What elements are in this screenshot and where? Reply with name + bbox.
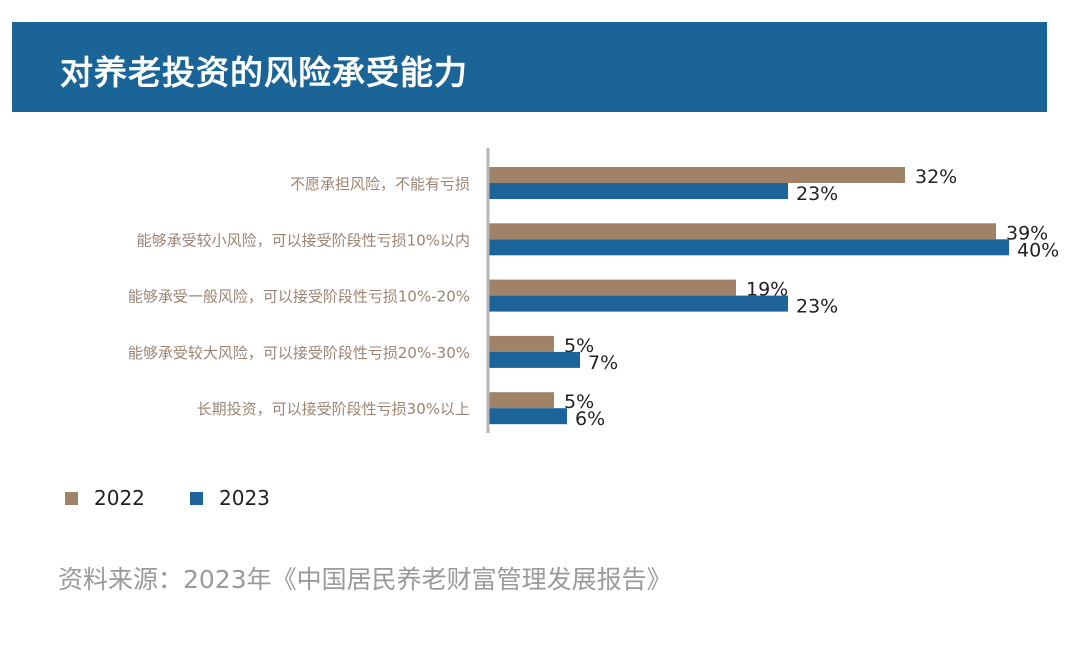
bar-2023 (489, 183, 788, 199)
legend-item-2022: 2022 (65, 486, 145, 510)
bar-2023 (489, 239, 1009, 256)
category-label: 能够承受较小风险，可以接受阶段性亏损10%以内 (137, 231, 470, 249)
category-label: 长期投资，可以接受阶段性亏损30%以上 (197, 400, 470, 418)
source-note: 资料来源：2023年《中国居民养老财富管理发展报告》 (58, 565, 672, 594)
bar-2023 (489, 408, 567, 425)
legend-swatch-2023 (190, 491, 203, 505)
bar-2022 (489, 335, 554, 352)
bar-2022 (489, 167, 905, 183)
bar-2022 (489, 279, 736, 296)
bar-2023 (489, 295, 788, 312)
data-label-2023: 40% (1017, 239, 1059, 261)
data-label-2022: 32% (915, 166, 957, 188)
data-label-2023: 6% (575, 408, 605, 430)
data-label-2023: 23% (796, 183, 838, 205)
bar-2022 (489, 392, 554, 409)
data-label-2022: 39% (1006, 222, 1048, 244)
bar-2022 (489, 223, 996, 240)
legend-label-2023: 2023 (219, 486, 270, 510)
data-label-2023: 23% (796, 296, 838, 318)
bar-2023 (489, 351, 580, 368)
legend-item-2023: 2023 (190, 486, 270, 510)
chart-title: 对养老投资的风险承受能力 (60, 53, 468, 92)
data-label-2022: 19% (746, 279, 788, 301)
data-label-2022: 5% (564, 335, 594, 357)
legend-swatch-2022 (65, 491, 78, 505)
data-label-2022: 5% (564, 391, 594, 413)
title-banner: 对养老投资的风险承受能力 (12, 22, 1047, 112)
category-label: 能够承受一般风险，可以接受阶段性亏损10%-20% (128, 288, 470, 306)
bar-chart: 不愿承担风险，不能有亏损 32% 23% 能够承受较小风险，可以接受阶段性亏损10%以… (128, 148, 1059, 433)
legend-label-2022: 2022 (94, 486, 145, 510)
data-label-2023: 7% (588, 352, 618, 374)
category-label: 不愿承担风险，不能有亏损 (290, 175, 470, 193)
category-label: 能够承受较大风险，可以接受阶段性亏损20%-30% (128, 344, 470, 362)
